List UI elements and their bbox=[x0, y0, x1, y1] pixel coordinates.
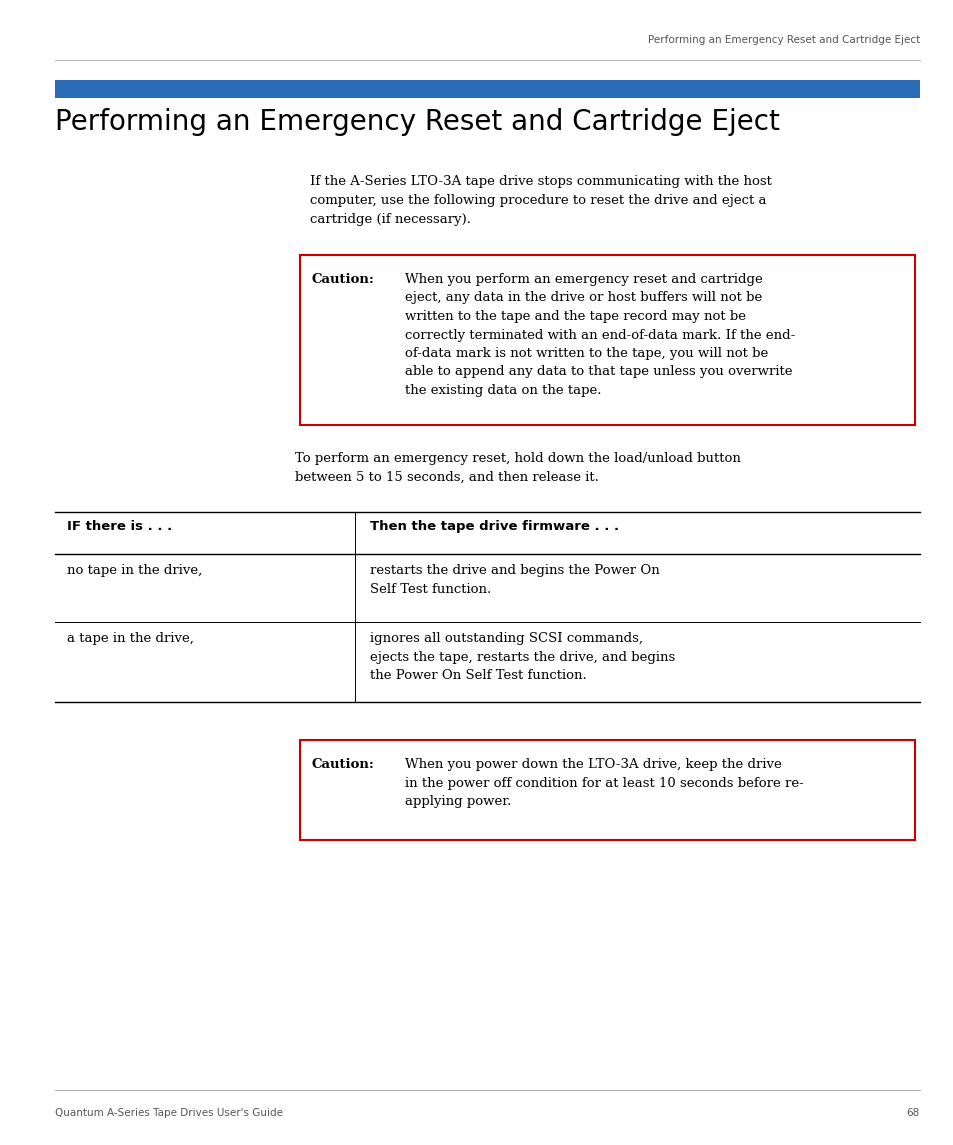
Text: When you power down the LTO-3A drive, keep the drive
in the power off condition : When you power down the LTO-3A drive, ke… bbox=[405, 758, 803, 808]
Text: a tape in the drive,: a tape in the drive, bbox=[67, 632, 193, 645]
Text: If the A-Series LTO-3A tape drive stops communicating with the host
computer, us: If the A-Series LTO-3A tape drive stops … bbox=[310, 175, 771, 226]
Text: To perform an emergency reset, hold down the load/unload button
between 5 to 15 : To perform an emergency reset, hold down… bbox=[294, 452, 740, 484]
Text: IF there is . . .: IF there is . . . bbox=[67, 520, 172, 534]
Text: restarts the drive and begins the Power On
Self Test function.: restarts the drive and begins the Power … bbox=[370, 564, 659, 595]
Text: Caution:: Caution: bbox=[312, 758, 375, 771]
Text: Quantum A-Series Tape Drives User's Guide: Quantum A-Series Tape Drives User's Guid… bbox=[55, 1108, 283, 1118]
Text: Performing an Emergency Reset and Cartridge Eject: Performing an Emergency Reset and Cartri… bbox=[647, 35, 919, 45]
Text: Performing an Emergency Reset and Cartridge Eject: Performing an Emergency Reset and Cartri… bbox=[55, 108, 779, 136]
Text: When you perform an emergency reset and cartridge
eject, any data in the drive o: When you perform an emergency reset and … bbox=[405, 273, 795, 397]
Text: ignores all outstanding SCSI commands,
ejects the tape, restarts the drive, and : ignores all outstanding SCSI commands, e… bbox=[370, 632, 675, 682]
Text: Caution:: Caution: bbox=[312, 273, 375, 286]
Text: 68: 68 bbox=[905, 1108, 919, 1118]
Text: no tape in the drive,: no tape in the drive, bbox=[67, 564, 202, 577]
Text: Then the tape drive firmware . . .: Then the tape drive firmware . . . bbox=[370, 520, 618, 534]
